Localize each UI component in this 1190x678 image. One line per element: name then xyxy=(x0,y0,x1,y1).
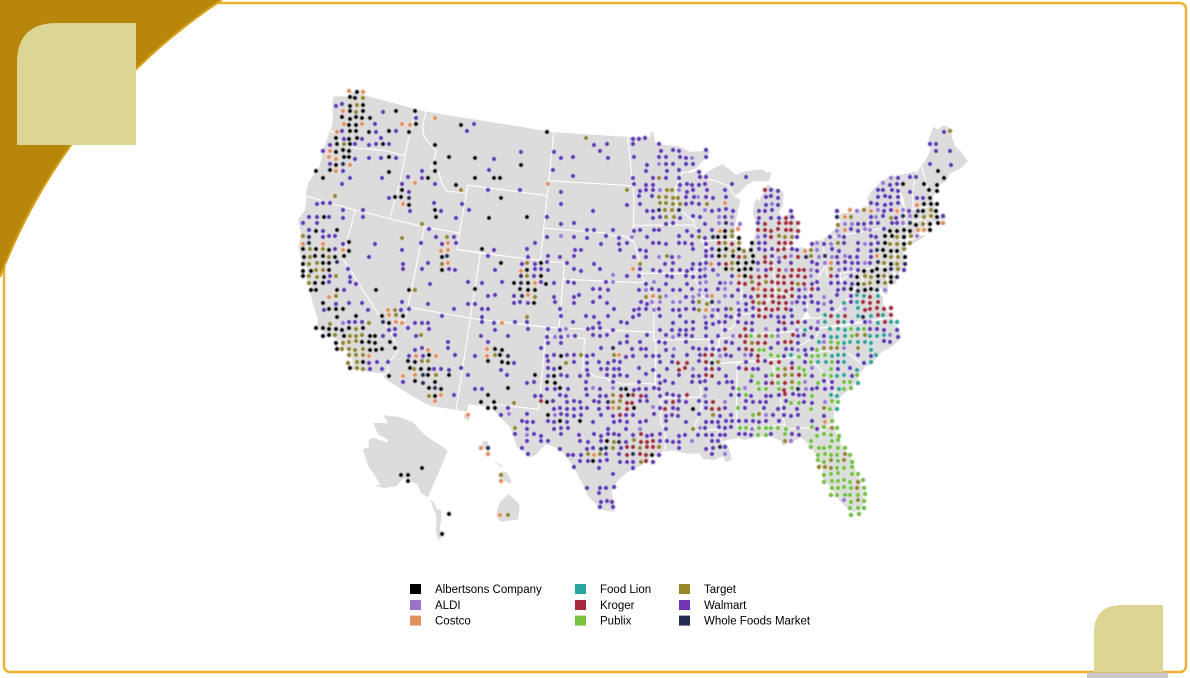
svg-text:Target: Target xyxy=(704,584,737,596)
svg-text:Costco: Costco xyxy=(435,616,471,628)
svg-text:Publix: Publix xyxy=(600,616,632,628)
svg-text:Whole Foods Market: Whole Foods Market xyxy=(704,616,811,628)
svg-text:Albertsons Company: Albertsons Company xyxy=(435,584,542,596)
svg-text:Walmart: Walmart xyxy=(704,600,747,612)
svg-text:Kroger: Kroger xyxy=(600,600,635,612)
svg-text:ALDI: ALDI xyxy=(435,600,461,612)
svg-text:Food Lion: Food Lion xyxy=(600,584,651,596)
